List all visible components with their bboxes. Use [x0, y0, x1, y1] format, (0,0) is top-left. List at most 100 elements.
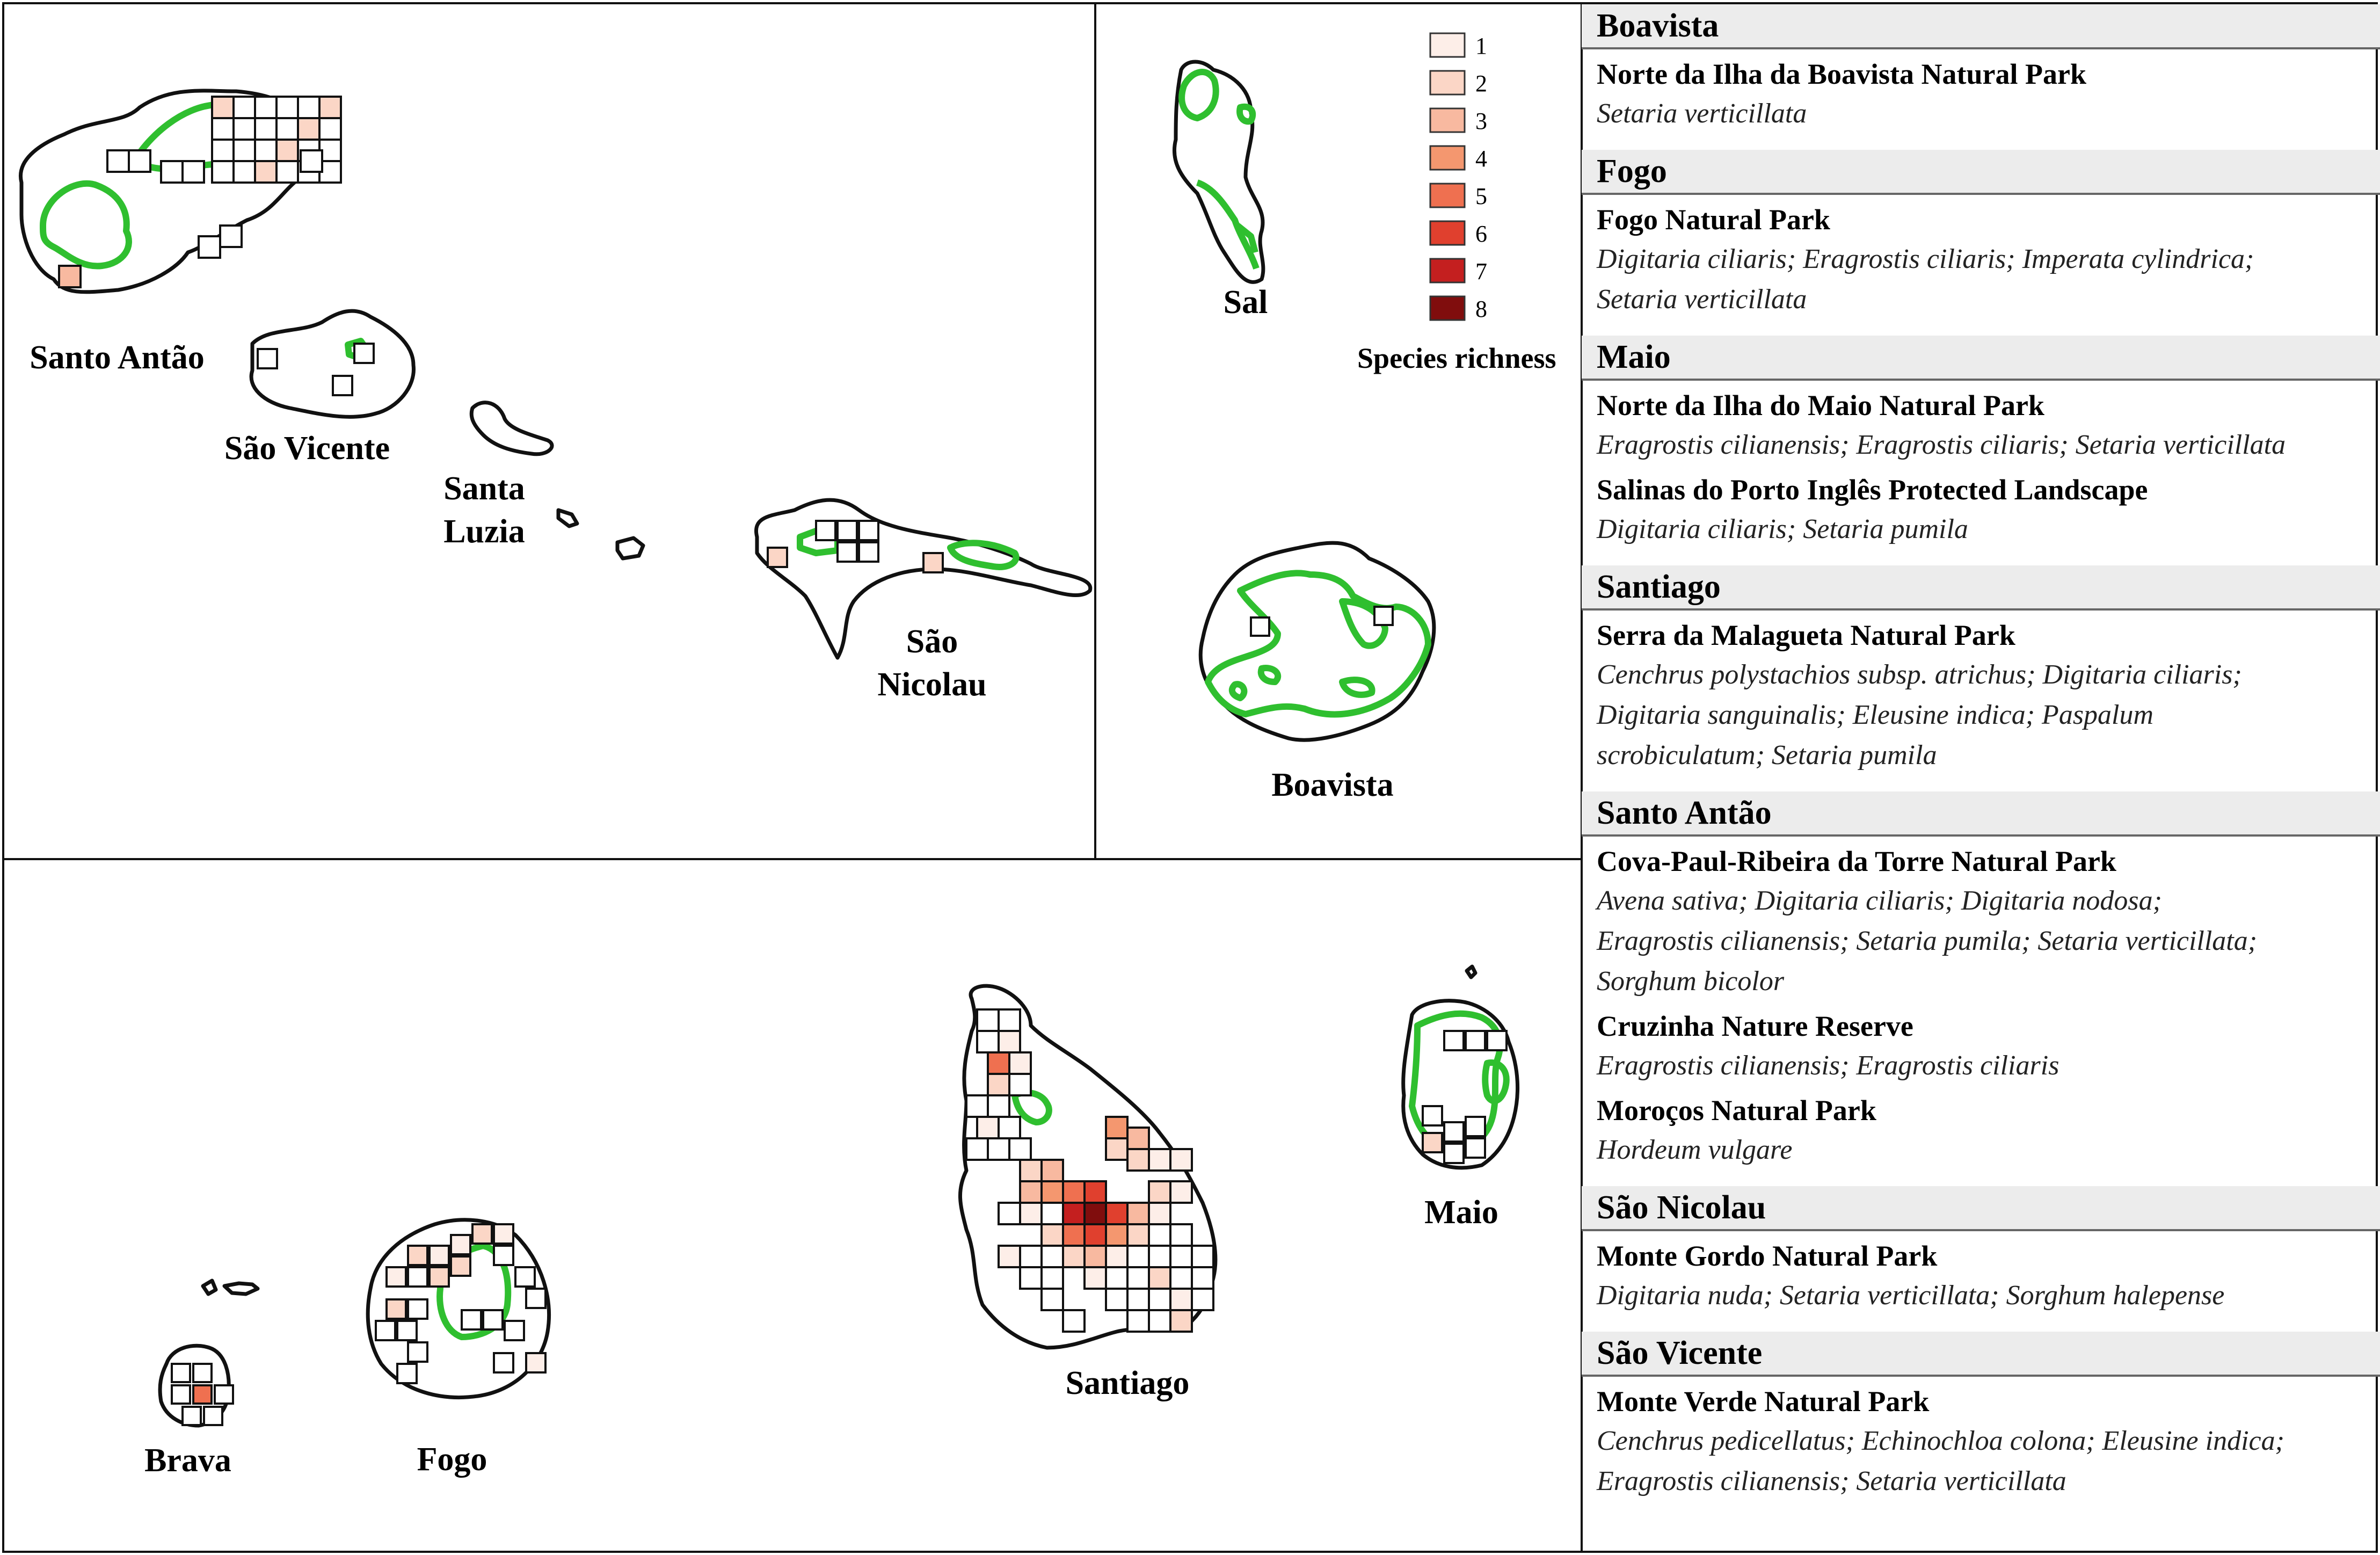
richness-cell — [998, 1202, 1021, 1225]
richness-cell — [1008, 1073, 1032, 1096]
richness-cell — [922, 552, 944, 573]
richness-cell — [375, 1320, 396, 1341]
richness-cell — [987, 1073, 1010, 1096]
richness-cell — [1062, 1245, 1086, 1268]
label-santa-luzia-2: Luzia — [443, 513, 525, 550]
richness-cell — [450, 1234, 471, 1255]
label-fogo: Fogo — [417, 1441, 487, 1478]
richness-cell — [192, 1363, 213, 1383]
richness-cell — [987, 1137, 1010, 1161]
protected-area-name: Serra da Malagueta Natural Park — [1597, 619, 2015, 651]
richness-cell — [482, 1309, 504, 1331]
richness-cell — [257, 348, 278, 369]
label-maio: Maio — [1424, 1194, 1498, 1231]
richness-cell — [1373, 606, 1394, 626]
richness-cell — [450, 1255, 471, 1277]
richness-cell — [428, 1266, 450, 1288]
protected-area-name: Norte da Ilha da Boavista Natural Park — [1597, 58, 2087, 90]
species-line: Eragrostis cilianensis; Eragrostis cilia… — [1597, 1050, 2059, 1081]
richness-cell — [1105, 1116, 1129, 1139]
richness-cell — [1019, 1266, 1043, 1290]
label-sao-nicolau-2: Nicolau — [877, 666, 986, 703]
richness-cell — [1008, 1137, 1032, 1161]
richness-cell — [1191, 1288, 1214, 1311]
richness-cell — [1465, 1030, 1486, 1051]
legend-swatch-6 — [1429, 220, 1466, 246]
richness-cell — [1062, 1180, 1086, 1204]
legend-label-5: 5 — [1475, 183, 1487, 209]
legend-label-7: 7 — [1475, 258, 1487, 285]
protected-area-name: Monte Verde Natural Park — [1597, 1385, 1930, 1418]
protected-area-name: Cruzinha Nature Reserve — [1597, 1010, 1913, 1042]
richness-cell — [353, 343, 375, 364]
group-spacer — [1582, 319, 2380, 336]
richness-cell — [836, 520, 858, 541]
protected-area-name: Moroços Natural Park — [1597, 1094, 1876, 1127]
richness-cell — [1148, 1223, 1171, 1247]
richness-cell — [385, 1266, 407, 1288]
label-sal: Sal — [1224, 284, 1268, 321]
legend-title: Species richness — [1357, 342, 1556, 374]
richness-cell — [976, 1030, 1000, 1053]
richness-cell — [192, 1384, 213, 1405]
richness-cell — [525, 1288, 547, 1309]
legend: 1 2 3 4 5 6 7 8 — [1429, 32, 1487, 322]
island-boavista — [1198, 541, 1436, 742]
richness-cell — [1126, 1223, 1150, 1247]
richness-cell — [987, 1051, 1010, 1075]
richness-cell — [998, 1030, 1021, 1053]
island-brava — [158, 1278, 260, 1428]
richness-cell — [181, 1406, 202, 1426]
richness-cell — [461, 1309, 482, 1331]
richness-cell — [232, 139, 256, 162]
legend-label-3: 3 — [1475, 108, 1487, 134]
richness-cell — [219, 224, 243, 248]
richness-cell — [211, 139, 235, 162]
label-sao-vicente: São Vicente — [224, 430, 390, 467]
richness-cell — [1126, 1288, 1150, 1311]
legend-swatch-1 — [1429, 32, 1466, 58]
species-line: Eragrostis cilianensis; Setaria verticil… — [1597, 1466, 2066, 1496]
richness-cell — [1105, 1223, 1129, 1247]
richness-cell — [1169, 1309, 1193, 1333]
richness-cell — [1062, 1223, 1086, 1247]
legend-label-8: 8 — [1475, 296, 1487, 322]
richness-cell — [203, 1406, 223, 1426]
richness-cell — [1126, 1309, 1150, 1333]
species-line: Hordeum vulgare — [1597, 1135, 1793, 1165]
species-line: Avena sativa; Digitaria ciliaris; Digita… — [1597, 885, 2162, 916]
richness-cell — [525, 1352, 547, 1374]
species-line: Cenchrus polystachios subsp. atrichus; D… — [1597, 659, 2242, 690]
richness-cell — [1148, 1148, 1171, 1172]
legend-label-2: 2 — [1475, 70, 1487, 97]
richness-cell — [815, 520, 836, 541]
protected-area-name: Monte Gordo Natural Park — [1597, 1240, 1938, 1272]
richness-cell — [297, 96, 321, 119]
richness-cell — [1191, 1245, 1214, 1268]
species-line: Digitaria ciliaris; Setaria pumila — [1597, 514, 1968, 544]
richness-cell — [1465, 1137, 1486, 1159]
island-fogo — [366, 1218, 551, 1399]
legend-swatch-7 — [1429, 258, 1466, 284]
richness-cell — [1126, 1266, 1150, 1290]
richness-cell — [171, 1363, 191, 1383]
label-boavista: Boavista — [1271, 767, 1393, 803]
island-santo-antao — [19, 89, 342, 294]
island-santiago — [958, 984, 1218, 1350]
species-line: Cenchrus pedicellatus; Echinochloa colon… — [1597, 1426, 2284, 1456]
panel-island-heading: Santo Antão — [1582, 791, 2380, 837]
richness-cell — [1062, 1202, 1086, 1225]
species-line: Setaria verticillata — [1597, 98, 1807, 129]
richness-cell — [232, 160, 256, 184]
richness-cell — [1019, 1202, 1043, 1225]
richness-cell — [1083, 1180, 1107, 1204]
richness-cell — [1083, 1223, 1107, 1247]
panel-island-heading: Maio — [1582, 336, 2380, 381]
richness-cell — [965, 1094, 989, 1118]
species-line: Digitaria nuda; Setaria verticillata; So… — [1597, 1280, 2225, 1311]
richness-cell — [976, 1116, 1000, 1139]
richness-cell — [836, 541, 858, 563]
label-brava: Brava — [144, 1442, 231, 1479]
species-line: Digitaria sanguinalis; Eleusine indica; … — [1597, 700, 2154, 730]
